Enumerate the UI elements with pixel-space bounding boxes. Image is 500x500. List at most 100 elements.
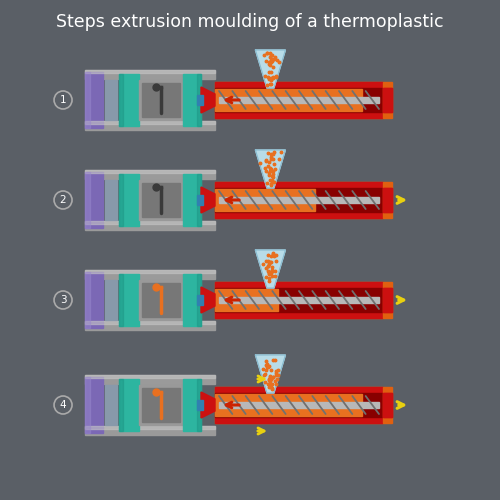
Bar bbox=[85, 272, 90, 328]
Bar bbox=[215, 289, 278, 311]
Bar bbox=[85, 70, 215, 79]
Bar bbox=[215, 394, 362, 416]
Bar bbox=[142, 283, 180, 317]
Bar bbox=[383, 393, 392, 417]
Bar bbox=[197, 195, 203, 205]
Bar bbox=[215, 88, 383, 112]
Bar bbox=[197, 274, 201, 326]
Bar bbox=[197, 400, 203, 410]
Bar bbox=[119, 274, 123, 326]
Bar bbox=[197, 95, 203, 105]
Bar bbox=[85, 270, 215, 279]
Bar bbox=[183, 274, 201, 326]
Bar bbox=[215, 112, 383, 118]
Bar bbox=[183, 74, 201, 126]
Polygon shape bbox=[201, 392, 215, 418]
Bar bbox=[119, 74, 139, 126]
Bar bbox=[383, 387, 392, 423]
Bar bbox=[139, 280, 183, 320]
Bar bbox=[85, 426, 215, 435]
Text: 1: 1 bbox=[60, 95, 66, 105]
Text: 3: 3 bbox=[60, 295, 66, 305]
Bar bbox=[197, 379, 201, 431]
Polygon shape bbox=[201, 87, 215, 113]
Bar bbox=[85, 272, 103, 328]
Circle shape bbox=[54, 191, 72, 209]
Bar bbox=[215, 417, 383, 423]
Bar bbox=[383, 182, 392, 218]
Bar bbox=[85, 72, 90, 128]
Bar bbox=[215, 189, 315, 211]
Bar bbox=[215, 82, 383, 88]
Bar bbox=[215, 393, 383, 417]
Bar bbox=[383, 88, 392, 112]
Bar bbox=[85, 321, 215, 330]
Circle shape bbox=[54, 291, 72, 309]
Bar bbox=[142, 83, 180, 117]
Text: Steps extrusion moulding of a thermoplastic: Steps extrusion moulding of a thermoplas… bbox=[56, 13, 444, 31]
Bar bbox=[215, 182, 383, 218]
Bar bbox=[215, 89, 362, 111]
Bar bbox=[85, 121, 215, 124]
Bar bbox=[85, 375, 215, 384]
Bar bbox=[85, 172, 103, 228]
Polygon shape bbox=[256, 150, 286, 188]
Bar bbox=[197, 295, 203, 305]
Bar bbox=[85, 426, 215, 429]
Bar bbox=[105, 180, 117, 220]
Bar bbox=[219, 197, 379, 203]
Circle shape bbox=[54, 91, 72, 109]
Text: 4: 4 bbox=[60, 400, 66, 410]
Bar bbox=[219, 297, 379, 303]
Bar bbox=[85, 321, 215, 324]
Bar bbox=[383, 88, 392, 112]
Bar bbox=[383, 282, 392, 318]
Polygon shape bbox=[256, 355, 286, 393]
Bar bbox=[197, 174, 201, 226]
Bar bbox=[139, 80, 183, 120]
Bar bbox=[85, 221, 215, 230]
Polygon shape bbox=[201, 287, 215, 313]
Bar bbox=[383, 82, 392, 118]
Bar bbox=[85, 172, 90, 228]
Bar bbox=[215, 82, 383, 118]
Bar bbox=[215, 188, 383, 212]
Bar bbox=[85, 377, 90, 433]
Bar bbox=[215, 387, 383, 393]
Bar bbox=[183, 379, 201, 431]
Bar bbox=[85, 270, 215, 273]
Bar bbox=[215, 387, 383, 423]
Bar bbox=[215, 182, 383, 188]
Bar bbox=[119, 174, 123, 226]
Polygon shape bbox=[256, 250, 286, 288]
Circle shape bbox=[54, 396, 72, 414]
Bar bbox=[215, 312, 383, 318]
Bar bbox=[105, 280, 117, 320]
Bar bbox=[85, 70, 215, 73]
Bar bbox=[85, 170, 215, 179]
Bar bbox=[142, 388, 180, 422]
Bar bbox=[383, 393, 392, 417]
Bar bbox=[139, 385, 183, 425]
Bar bbox=[85, 377, 103, 433]
Bar bbox=[215, 288, 383, 312]
Bar bbox=[219, 97, 379, 103]
Bar bbox=[85, 170, 215, 173]
Bar bbox=[383, 288, 392, 312]
Text: 2: 2 bbox=[60, 195, 66, 205]
Bar bbox=[215, 282, 383, 318]
Bar bbox=[119, 274, 139, 326]
Bar bbox=[219, 402, 379, 408]
Bar bbox=[215, 282, 383, 288]
Bar bbox=[139, 180, 183, 220]
Bar bbox=[183, 174, 201, 226]
Bar bbox=[85, 121, 215, 130]
Bar bbox=[197, 74, 201, 126]
Bar bbox=[215, 212, 383, 218]
Polygon shape bbox=[256, 50, 286, 88]
Bar bbox=[383, 188, 392, 212]
Bar bbox=[105, 385, 117, 425]
Bar bbox=[119, 379, 139, 431]
Bar bbox=[85, 221, 215, 224]
Bar bbox=[85, 72, 103, 128]
